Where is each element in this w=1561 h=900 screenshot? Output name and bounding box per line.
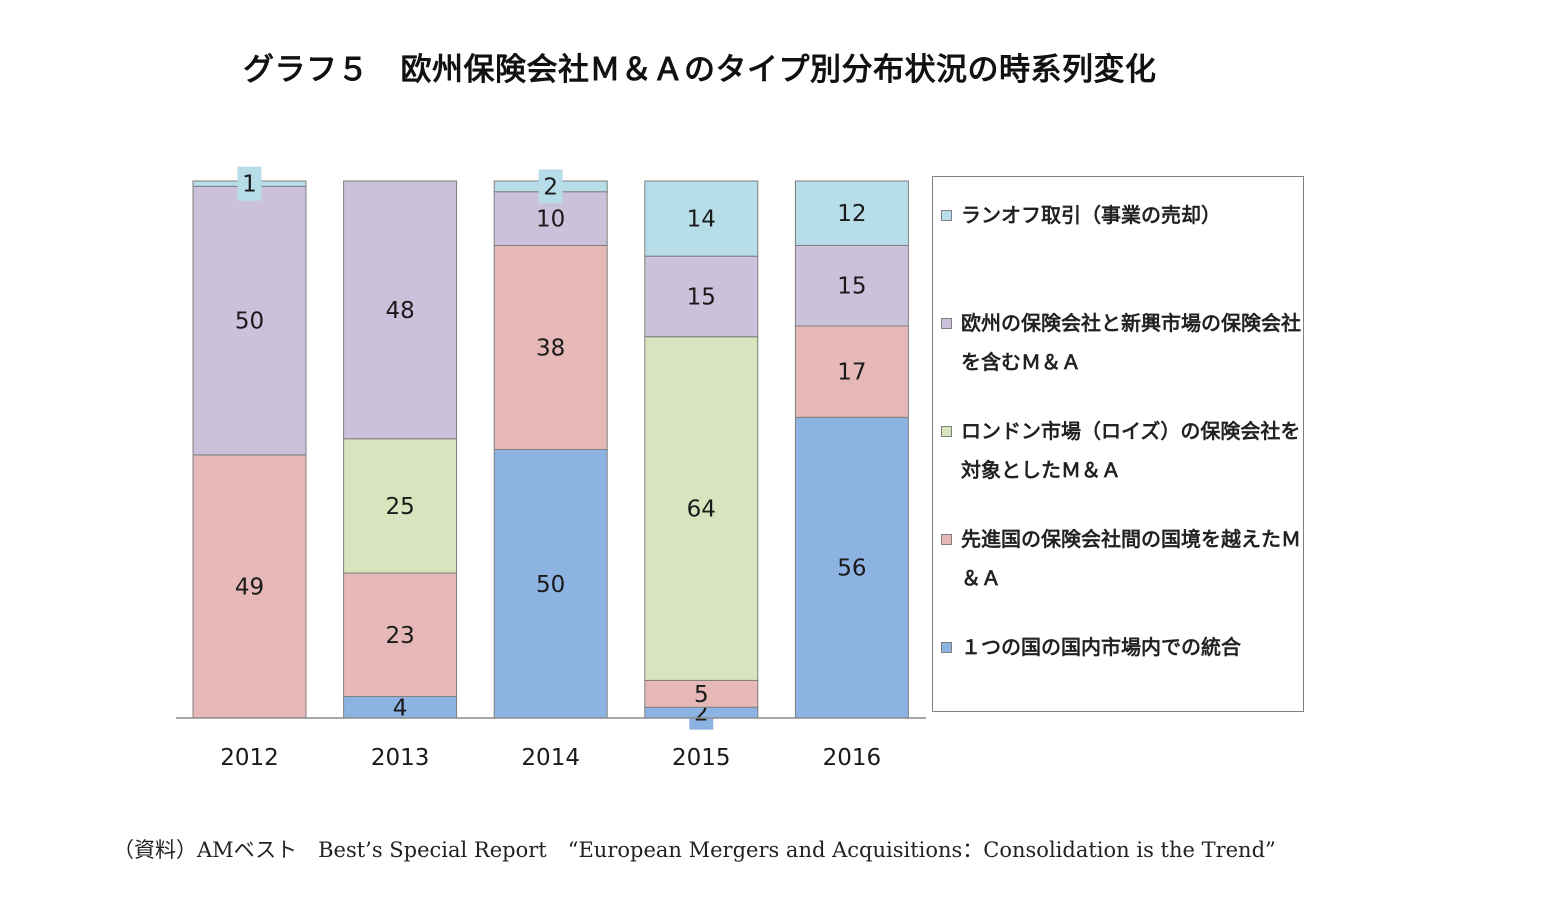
data-label-2013-s0: 4: [393, 695, 408, 721]
legend-label: １つの国の国内市場内での統合: [961, 635, 1241, 659]
bar-segment-2013-s2: [343, 438, 458, 574]
x-tick-label-2014: 2014: [521, 745, 580, 771]
legend-label: ランオフ取引（事業の売却）: [961, 203, 1221, 227]
data-label-2014-s3: 10: [536, 207, 565, 233]
bar-segment-2014-s1: [493, 244, 608, 450]
data-label-2013-s1: 23: [385, 623, 414, 649]
data-label-2012-s3: 50: [235, 309, 264, 335]
data-label-2014-s4: 2: [543, 174, 558, 200]
chart-title: グラフ５ 欧州保険会社Ｍ＆Ａのタイプ別分布状況の時系列変化: [243, 52, 1157, 88]
data-label-2012-s1: 49: [235, 574, 264, 600]
legend-swatch: [941, 318, 952, 329]
x-tick-label-2013: 2013: [371, 745, 430, 771]
data-label-2016-s0: 56: [837, 556, 866, 582]
data-label-2014-s1: 38: [536, 335, 565, 361]
legend-swatch: [941, 426, 952, 437]
data-label-2012-s4: 1: [242, 172, 257, 198]
legend-label: ロンドン市場（ロイズ）の保険会社を対象としたＭ＆Ａ: [961, 419, 1301, 482]
bar-segment-2016-s3: [794, 244, 909, 327]
data-label-2015-s1: 5: [694, 682, 709, 708]
data-label-2014-s0: 50: [536, 572, 565, 598]
bar-segment-2013-s1: [343, 572, 458, 698]
x-tick-label-2015: 2015: [672, 745, 731, 771]
legend-swatch: [941, 642, 952, 653]
legend: ランオフ取引（事業の売却） 欧州の保険会社と新興市場の保険会社を含むＭ＆Ａ ロンドン…: [932, 176, 1304, 712]
data-label-2016-s4: 12: [837, 201, 866, 227]
legend-label: 先進国の保険会社間の国境を越えたＭ＆Ａ: [961, 527, 1301, 590]
data-label-2013-s3: 48: [385, 298, 414, 324]
data-label-box-2012-s4: [237, 166, 262, 201]
data-label-2015-s4: 14: [687, 207, 716, 233]
legend-swatch: [941, 534, 952, 545]
bar-segment-2015-s2: [644, 336, 759, 681]
data-label-2016-s1: 17: [837, 360, 866, 386]
x-tick-label-2016: 2016: [823, 745, 882, 771]
data-label-box-2014-s4: [538, 169, 563, 204]
bar-segment-2012-s1: [192, 454, 307, 719]
source-note: （資料）AMベスト Best’s Special Report “Europea…: [113, 838, 1276, 862]
bar-segment-2013-s3: [343, 180, 458, 440]
bar-segment-2016-s4: [794, 180, 909, 246]
x-tick-label-2012: 2012: [220, 745, 279, 771]
data-label-2013-s2: 25: [385, 494, 414, 520]
bar-segment-2015-s4: [644, 180, 759, 257]
data-label-2015-s2: 64: [687, 497, 716, 523]
data-label-2015-s3: 15: [687, 284, 716, 310]
legend-label: 欧州の保険会社と新興市場の保険会社を含むＭ＆Ａ: [961, 311, 1301, 374]
bar-segment-2015-s1: [644, 679, 759, 708]
data-label-2016-s3: 15: [837, 274, 866, 300]
bar-segment-2016-s0: [794, 416, 909, 719]
bar-segment-2015-s3: [644, 255, 759, 338]
stacked-bar-chart: 4950120124232548201350381022014256415142…: [176, 166, 926, 771]
legend-swatch: [941, 210, 952, 221]
